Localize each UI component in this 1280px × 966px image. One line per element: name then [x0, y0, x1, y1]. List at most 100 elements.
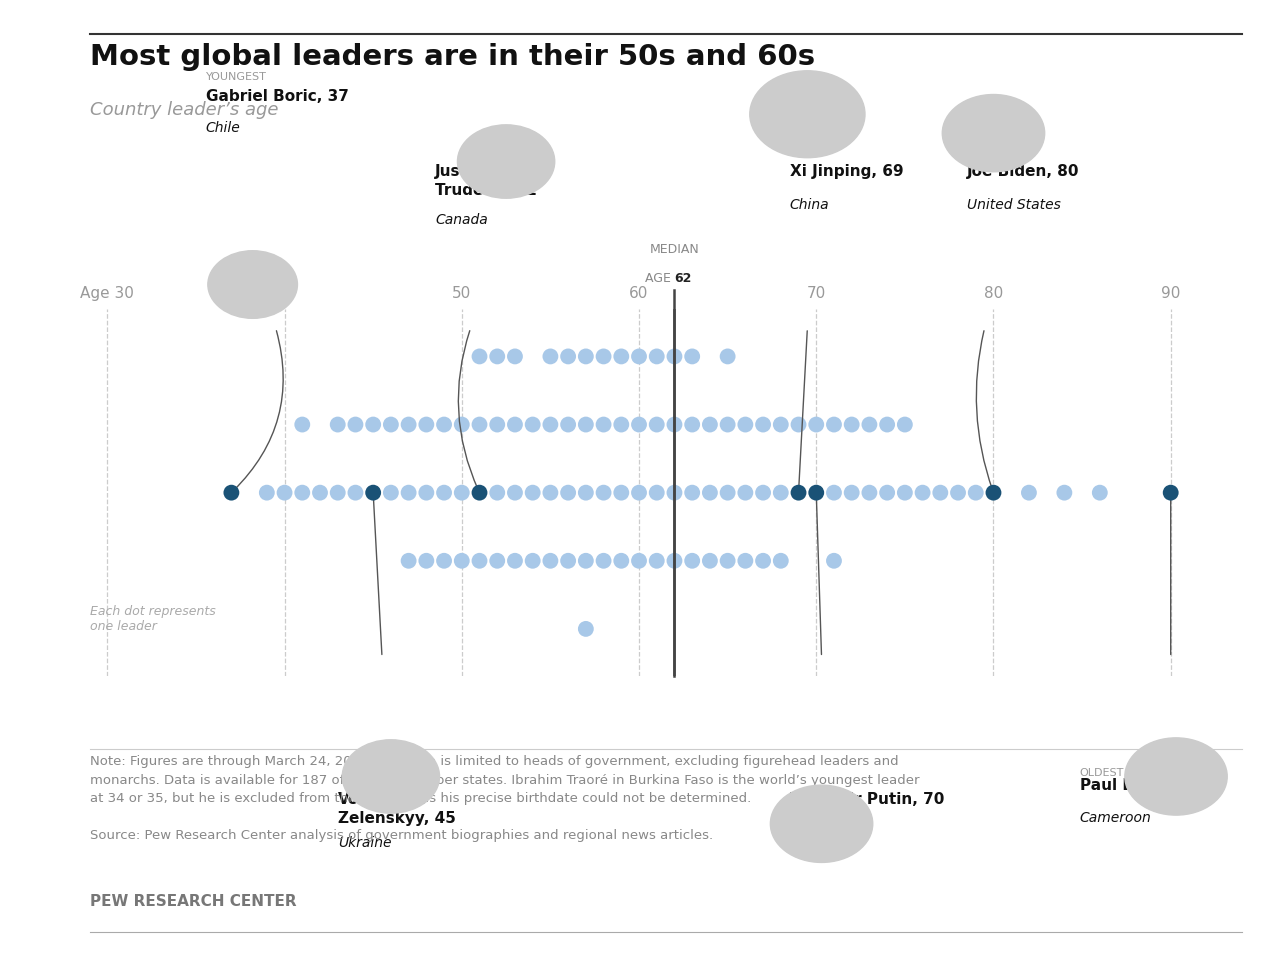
- Point: [611, 416, 631, 432]
- Point: [434, 416, 454, 432]
- Point: [877, 416, 897, 432]
- Point: [398, 554, 419, 569]
- Point: [434, 554, 454, 569]
- Point: [700, 416, 721, 432]
- Point: [416, 485, 436, 500]
- Point: [788, 485, 809, 500]
- Point: [504, 485, 525, 500]
- Point: [664, 349, 685, 364]
- Point: [398, 416, 419, 432]
- Point: [576, 416, 596, 432]
- Point: [594, 349, 614, 364]
- Point: [824, 416, 845, 432]
- Point: [1019, 485, 1039, 500]
- Point: [486, 349, 507, 364]
- Text: Joe Biden, 80: Joe Biden, 80: [966, 164, 1079, 180]
- Point: [646, 485, 667, 500]
- Text: Xi Jinping, 69: Xi Jinping, 69: [790, 164, 904, 180]
- Point: [983, 485, 1004, 500]
- Point: [947, 485, 968, 500]
- Point: [700, 485, 721, 500]
- Text: PEW RESEARCH CENTER: PEW RESEARCH CENTER: [90, 894, 296, 909]
- Point: [576, 349, 596, 364]
- Text: Cameroon: Cameroon: [1079, 811, 1152, 825]
- Point: [380, 416, 401, 432]
- Point: [735, 416, 755, 432]
- Point: [913, 485, 933, 500]
- Point: [576, 621, 596, 637]
- Point: [540, 416, 561, 432]
- Point: [628, 349, 649, 364]
- Point: [504, 416, 525, 432]
- Point: [364, 416, 384, 432]
- Point: [470, 349, 490, 364]
- Text: China: China: [790, 198, 829, 212]
- Point: [824, 554, 845, 569]
- Text: OLDEST: OLDEST: [1079, 768, 1124, 778]
- Text: Vladimir Putin, 70: Vladimir Putin, 70: [790, 792, 945, 808]
- Text: Paul Biya, 90: Paul Biya, 90: [1079, 778, 1192, 793]
- Point: [664, 554, 685, 569]
- Point: [504, 349, 525, 364]
- Point: [628, 485, 649, 500]
- Point: [806, 416, 827, 432]
- Point: [753, 554, 773, 569]
- Point: [522, 416, 543, 432]
- Point: [682, 416, 703, 432]
- Point: [540, 554, 561, 569]
- Text: Gabriel Boric, 37: Gabriel Boric, 37: [206, 89, 348, 104]
- Point: [576, 485, 596, 500]
- Point: [664, 485, 685, 500]
- Text: AGE: AGE: [645, 272, 675, 285]
- Point: [434, 485, 454, 500]
- Point: [522, 554, 543, 569]
- Point: [771, 485, 791, 500]
- Text: Note: Figures are through March 24, 2023. The data is limited to heads of govern: Note: Figures are through March 24, 2023…: [90, 755, 919, 806]
- Point: [452, 485, 472, 500]
- Point: [611, 349, 631, 364]
- Point: [788, 416, 809, 432]
- Point: [611, 554, 631, 569]
- Point: [558, 554, 579, 569]
- Point: [504, 554, 525, 569]
- Point: [646, 554, 667, 569]
- Point: [717, 554, 737, 569]
- Point: [576, 554, 596, 569]
- Point: [841, 485, 861, 500]
- Point: [1055, 485, 1075, 500]
- Point: [682, 349, 703, 364]
- Point: [717, 349, 737, 364]
- Point: [256, 485, 276, 500]
- Text: United States: United States: [966, 198, 1061, 212]
- Point: [664, 416, 685, 432]
- Text: 62: 62: [675, 272, 691, 285]
- Point: [274, 485, 294, 500]
- Point: [328, 416, 348, 432]
- Point: [522, 485, 543, 500]
- Point: [310, 485, 330, 500]
- Point: [540, 349, 561, 364]
- Point: [328, 485, 348, 500]
- Point: [646, 416, 667, 432]
- Point: [859, 485, 879, 500]
- Point: [452, 554, 472, 569]
- Point: [292, 416, 312, 432]
- Point: [895, 485, 915, 500]
- Point: [470, 485, 490, 500]
- Point: [628, 554, 649, 569]
- Point: [346, 416, 366, 432]
- Text: Russia: Russia: [790, 821, 835, 835]
- Point: [594, 485, 614, 500]
- Point: [735, 485, 755, 500]
- Point: [470, 416, 490, 432]
- Point: [682, 485, 703, 500]
- Point: [398, 485, 419, 500]
- Text: Most global leaders are in their 50s and 60s: Most global leaders are in their 50s and…: [90, 43, 815, 71]
- Point: [771, 554, 791, 569]
- Point: [806, 485, 827, 500]
- Point: [965, 485, 986, 500]
- Point: [594, 416, 614, 432]
- Point: [346, 485, 366, 500]
- Point: [486, 485, 507, 500]
- Point: [895, 416, 915, 432]
